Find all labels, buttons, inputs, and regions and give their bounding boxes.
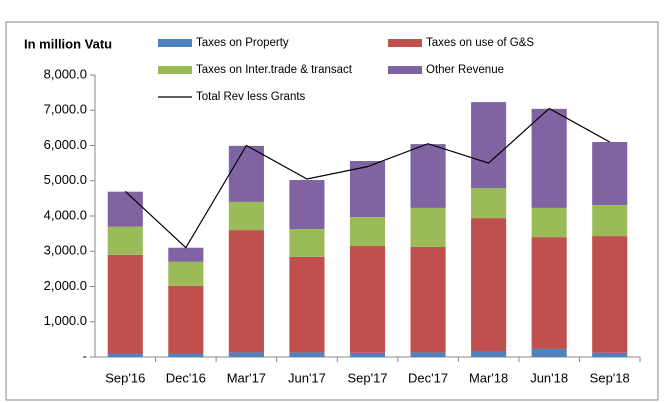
x-tick-label: Sep'17 (347, 370, 387, 385)
x-tick-label: Sep'16 (105, 370, 145, 385)
y-tick-label: 5,000.0 (44, 172, 87, 187)
bar-segment (410, 352, 446, 357)
y-tick-label: 2,000.0 (44, 278, 87, 293)
y-tick-label: 3,000.0 (44, 243, 87, 258)
y-tick-label: 1,000.0 (44, 313, 87, 328)
y-tick-label: 6,000.0 (44, 137, 87, 152)
legend-label: Taxes on use of G&S (426, 37, 534, 49)
bar-segment (471, 218, 507, 352)
bar-segment (168, 247, 204, 262)
bar-segment (592, 352, 628, 357)
legend-label: Total Rev less Grants (196, 91, 306, 103)
chart-title: In million Vatu (24, 36, 112, 51)
y-tick-label: - (83, 348, 87, 363)
bar-segment (471, 188, 507, 219)
bar-segment (107, 353, 143, 357)
x-tick-label: Jun'17 (288, 370, 326, 385)
bar-segment (410, 144, 446, 208)
bar-segment (289, 352, 325, 357)
bar-segment (228, 201, 264, 231)
bar-segment (289, 229, 325, 257)
bar-segment (349, 245, 386, 353)
legend-label: Other Revenue (426, 64, 504, 76)
bar-segment (289, 256, 325, 353)
legend-marker (158, 66, 192, 74)
y-tick-label: 8,000.0 (44, 66, 87, 81)
bar-segment (168, 285, 204, 354)
x-tick-label: Dec'17 (408, 370, 448, 385)
legend-marker (388, 66, 422, 74)
bar-segment (107, 226, 143, 255)
legend-marker (388, 39, 422, 47)
bar-segment (531, 348, 567, 357)
bar-segment (410, 207, 446, 248)
bar-segment (531, 108, 567, 208)
bar-segment (289, 180, 325, 230)
line-series (124, 107, 611, 249)
legend-marker (158, 39, 192, 47)
bar-segment (531, 207, 567, 238)
x-tick-label: Mar'17 (227, 370, 266, 385)
y-tick-label: 4,000.0 (44, 207, 87, 222)
bar-segment (592, 141, 628, 206)
bar-segment (349, 352, 386, 357)
legend-label: Taxes on Property (196, 37, 289, 49)
x-tick-label: Dec'16 (166, 370, 206, 385)
bar-segment (592, 236, 628, 353)
bar-segment (349, 161, 386, 218)
bar-segment (228, 352, 264, 357)
bar-segment (531, 237, 567, 349)
x-tick-label: Sep'18 (590, 370, 630, 385)
bar-segment (168, 261, 204, 286)
y-tick-label: 7,000.0 (44, 102, 87, 117)
bar-segment (168, 353, 204, 357)
x-tick-label: Mar'18 (469, 370, 508, 385)
bar-segment (107, 191, 143, 227)
bar-segment (471, 351, 507, 357)
bar-segment (107, 254, 143, 354)
bar-segment (410, 247, 446, 353)
bar-segment (228, 230, 264, 353)
bar-segment (349, 217, 386, 246)
bar-segment (592, 205, 628, 237)
bar-segment (228, 145, 264, 202)
bar-segment (471, 102, 507, 189)
legend-label: Taxes on Inter.trade & transact (196, 64, 353, 76)
x-tick-label: Jun'18 (530, 370, 568, 385)
